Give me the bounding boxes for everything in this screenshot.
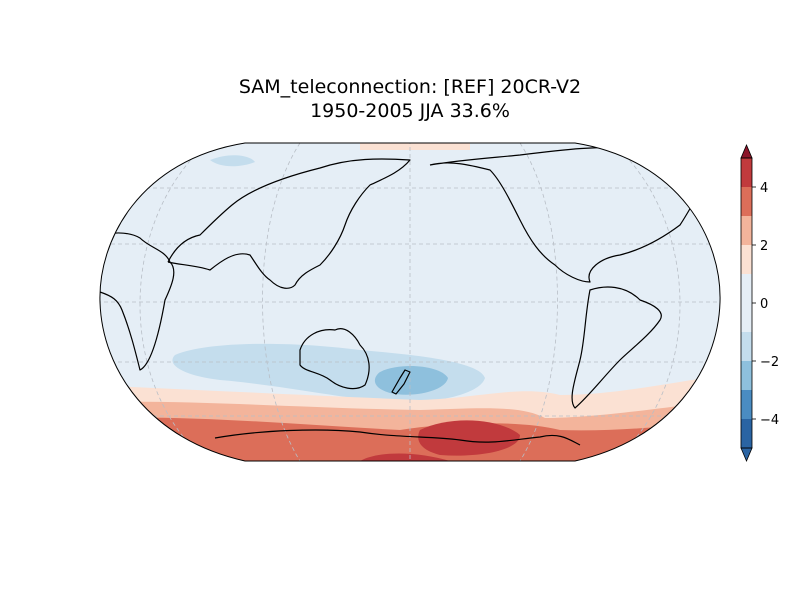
colorbar-extend (740, 143, 753, 159)
colorbar-tick-label: 4 (760, 181, 768, 196)
map (99, 143, 721, 461)
colorbar-band (741, 216, 752, 245)
colorbar-tick-label: −2 (760, 355, 779, 370)
colorbar-band (741, 419, 752, 448)
coastlines (99, 146, 711, 446)
anomaly-field (418, 420, 520, 456)
colorbar-band (741, 390, 752, 419)
colorbar: −4 −2 0 2 4 (740, 143, 779, 463)
colorbar-extend (740, 447, 753, 463)
colorbar-band (741, 187, 752, 216)
anomaly-field (374, 366, 448, 395)
title-line: SAM_teleconnection: [REF] 20CR-V2 (239, 76, 581, 98)
graticule (99, 143, 721, 461)
colorbar-tick-label: 2 (760, 239, 768, 254)
colorbar-tick-label: −4 (760, 413, 779, 428)
anomaly-field (360, 453, 450, 461)
colorbar-band (741, 332, 752, 361)
colorbar-band (741, 361, 752, 390)
anomaly-field (210, 155, 255, 167)
colorbar-band (741, 158, 752, 187)
colorbar-band (741, 245, 752, 274)
map-frame (99, 142, 721, 462)
colorbar-tick-label: 0 (760, 297, 768, 312)
colorbar-band (741, 274, 752, 332)
title-line: 1950-2005 JJA 33.6% (310, 100, 510, 122)
anomaly-field (360, 143, 470, 150)
